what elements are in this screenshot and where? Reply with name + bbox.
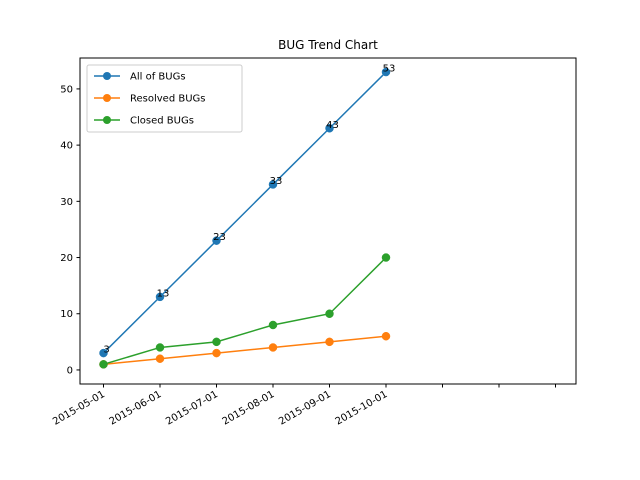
axes-frame (79, 57, 577, 385)
data-point (268, 343, 278, 352)
legend-item: Resolved BUGs (94, 94, 206, 105)
data-label: 33 (270, 176, 283, 187)
data-point (325, 309, 334, 318)
data-point (381, 67, 391, 77)
legend-item: Closed BUGs (94, 116, 194, 127)
data-label: 3 (103, 345, 109, 356)
data-point (155, 354, 165, 363)
series-line (102, 71, 387, 354)
legend-marker (103, 94, 111, 102)
data-label: 13 (157, 288, 170, 299)
y-tick-label: 20 (60, 253, 73, 264)
legend-label: Resolved BUGs (130, 94, 206, 105)
data-label: 23 (213, 232, 226, 243)
series-closed-bugs (99, 253, 391, 369)
legend-marker (103, 72, 111, 80)
data-point (99, 348, 108, 358)
data-point (325, 124, 334, 133)
data-point (381, 253, 391, 262)
legend-box (86, 64, 243, 133)
series-line (103, 335, 387, 366)
legend-label: Closed BUGs (130, 116, 194, 127)
series-line (103, 257, 387, 366)
legend-label: All of BUGs (130, 72, 186, 83)
data-point (268, 320, 278, 330)
y-tick-label: 40 (60, 141, 73, 152)
data-point (212, 337, 221, 347)
y-tick-label: 50 (60, 84, 73, 95)
legend-item: All of BUGs (94, 72, 186, 83)
y-tick-label: 30 (60, 197, 73, 208)
y-tick-label: 0 (67, 365, 73, 376)
series-all-of-bugs: 3 13 23 33 43 53 (99, 64, 396, 358)
y-tick-label: 10 (60, 309, 73, 320)
data-point (155, 292, 165, 302)
data-point (212, 236, 221, 245)
chart-title: BUG Trend Chart (278, 38, 378, 52)
data-point (99, 360, 108, 369)
data-label: 43 (326, 120, 339, 131)
legend: All of BUGs Resolved BUGs Closed BUGs (86, 64, 243, 133)
legend-marker (103, 116, 111, 124)
data-point (268, 180, 278, 189)
data-point (325, 337, 334, 347)
data-point (212, 348, 221, 358)
series-resolved-bugs (99, 331, 391, 369)
data-point (155, 343, 165, 352)
data-point (381, 331, 391, 341)
data-label: 53 (383, 64, 396, 75)
